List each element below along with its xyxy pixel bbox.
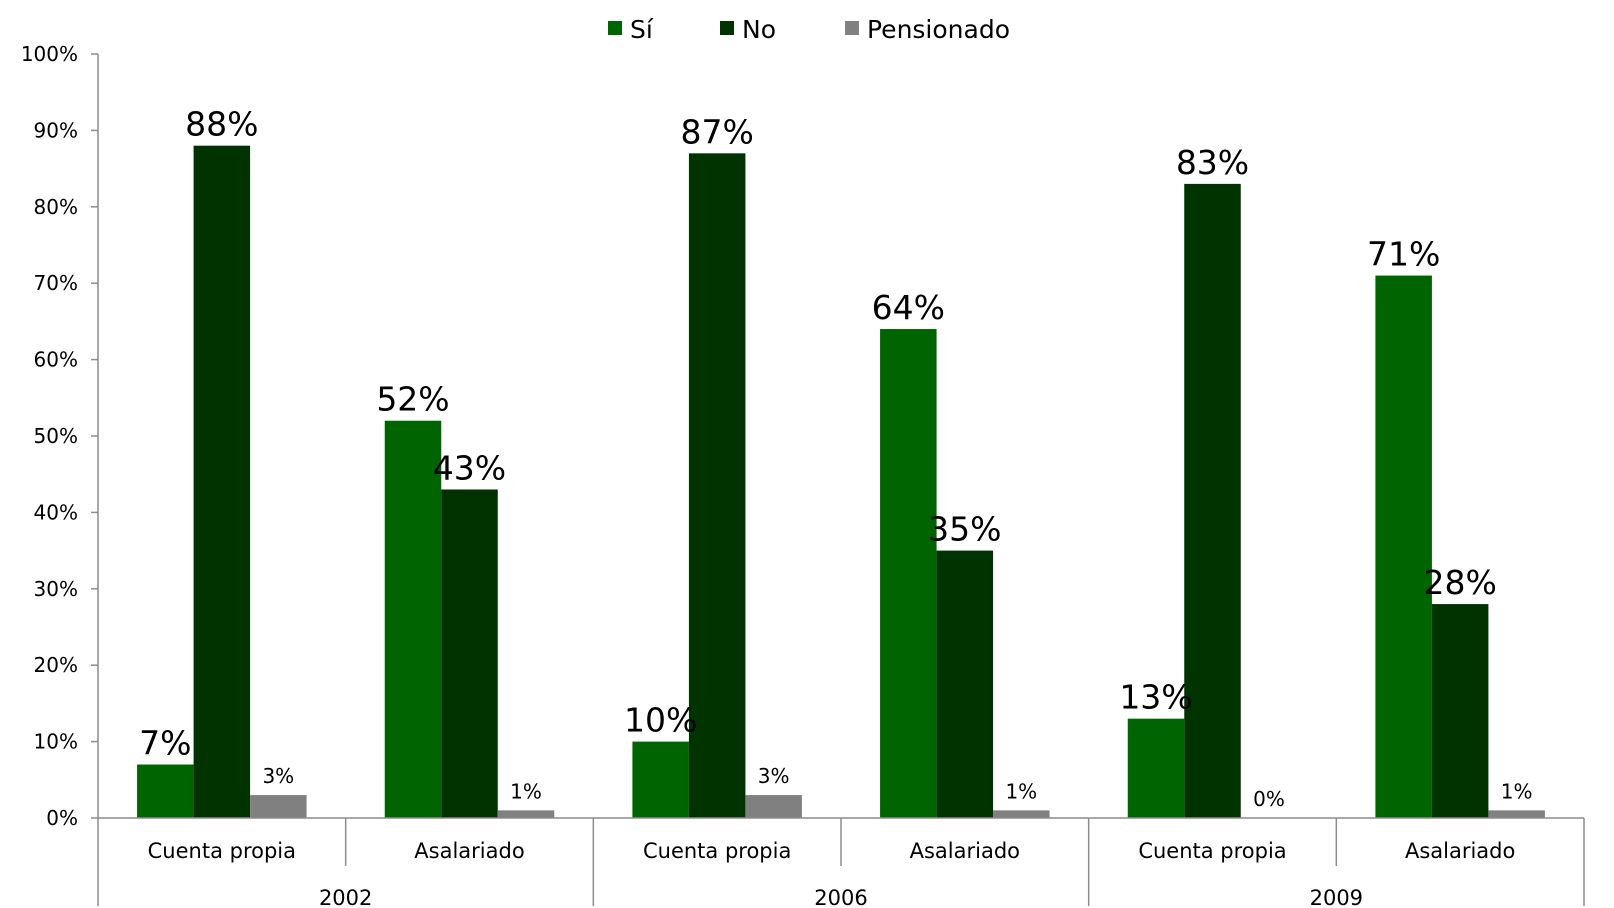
data-label-pensionado: 3% [758, 764, 790, 788]
data-label-no: 87% [680, 112, 753, 151]
legend-label-pensionado: Pensionado [867, 15, 1010, 44]
bar-pensionado [1488, 810, 1545, 818]
legend-label-no: No [742, 15, 776, 44]
bar-si [1375, 275, 1432, 818]
y-axis: 0% 10% 20% 30% 40% 50% 60% 70% 80% 90% 100% [21, 42, 99, 830]
y-tick-label: 40% [34, 500, 78, 524]
bar-no [1431, 604, 1489, 818]
category-label-asalariado: Asalariado [1405, 839, 1515, 863]
data-label-si: 64% [872, 288, 945, 327]
bar-no [1184, 183, 1241, 818]
bar-si [632, 741, 689, 818]
category-label-cuenta-propia: Cuenta propia [643, 839, 791, 863]
data-label-pensionado: 0% [1253, 787, 1285, 811]
y-tick-label: 90% [34, 118, 78, 142]
data-label-pensionado: 3% [262, 764, 294, 788]
y-tick-label: 10% [34, 730, 78, 754]
y-tick-label: 0% [46, 806, 78, 830]
bar-pensionado [745, 795, 802, 818]
bar-si [137, 764, 194, 818]
y-tick-label: 30% [34, 577, 78, 601]
data-label-si: 71% [1367, 235, 1440, 274]
y-tick-label: 50% [34, 424, 78, 448]
data-label-si: 7% [139, 724, 191, 763]
y-tick-label: 60% [34, 348, 78, 372]
x-axis: Cuenta propia Asalariado 2002 Cuenta propia… [97, 817, 1585, 908]
legend-swatch-pensionado [845, 21, 859, 35]
data-label-si: 13% [1119, 678, 1192, 717]
data-label-no: 83% [1176, 143, 1249, 182]
group-label-2006: 2006 [814, 886, 867, 908]
bar-pensionado [497, 810, 555, 818]
data-label-pensionado: 1% [1501, 779, 1533, 803]
bar-pensionado [993, 810, 1050, 818]
legend-label-si: Sí [630, 15, 654, 44]
data-label-no: 43% [433, 448, 506, 487]
legend: Sí No Pensionado [608, 15, 1010, 44]
y-tick-label: 100% [21, 42, 78, 66]
y-tick-label: 70% [34, 271, 78, 295]
bar-no [936, 550, 994, 818]
legend-swatch-no [720, 21, 734, 35]
data-label-si: 10% [624, 701, 697, 740]
bar-si [384, 420, 442, 818]
group-label-2009: 2009 [1310, 886, 1363, 908]
bar-no [688, 153, 746, 818]
bar-si [880, 329, 937, 818]
bar-si [1127, 718, 1185, 818]
data-label-no: 28% [1423, 563, 1496, 602]
data-label-si: 52% [376, 380, 449, 419]
category-label-cuenta-propia: Cuenta propia [148, 839, 296, 863]
bar-pensionado [250, 795, 307, 818]
data-label-no: 88% [185, 105, 258, 144]
bar-no [441, 489, 498, 818]
legend-swatch-si [608, 21, 622, 35]
data-labels: 7% 52% 10% 64% 13% 71% 88% 43% 87% 35% 83% 28% 3% 1% 3… [139, 105, 1532, 811]
bars [137, 145, 1545, 818]
y-tick-label: 80% [34, 195, 78, 219]
category-label-asalariado: Asalariado [414, 839, 524, 863]
y-tick-label: 20% [34, 653, 78, 677]
bar-no [193, 145, 251, 818]
data-label-pensionado: 1% [1005, 779, 1037, 803]
category-label-asalariado: Asalariado [910, 839, 1020, 863]
category-label-cuenta-propia: Cuenta propia [1138, 839, 1286, 863]
data-label-pensionado: 1% [510, 779, 542, 803]
data-label-no: 35% [928, 510, 1001, 549]
group-label-2002: 2002 [319, 886, 372, 908]
